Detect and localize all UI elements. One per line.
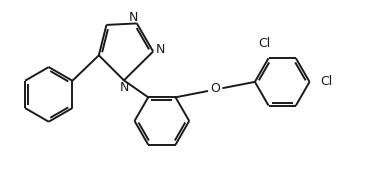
Text: N: N [120, 81, 129, 94]
Text: O: O [210, 82, 220, 95]
Text: Cl: Cl [259, 37, 271, 50]
Text: N: N [156, 43, 166, 56]
Text: N: N [128, 11, 138, 24]
Text: Cl: Cl [320, 75, 332, 88]
